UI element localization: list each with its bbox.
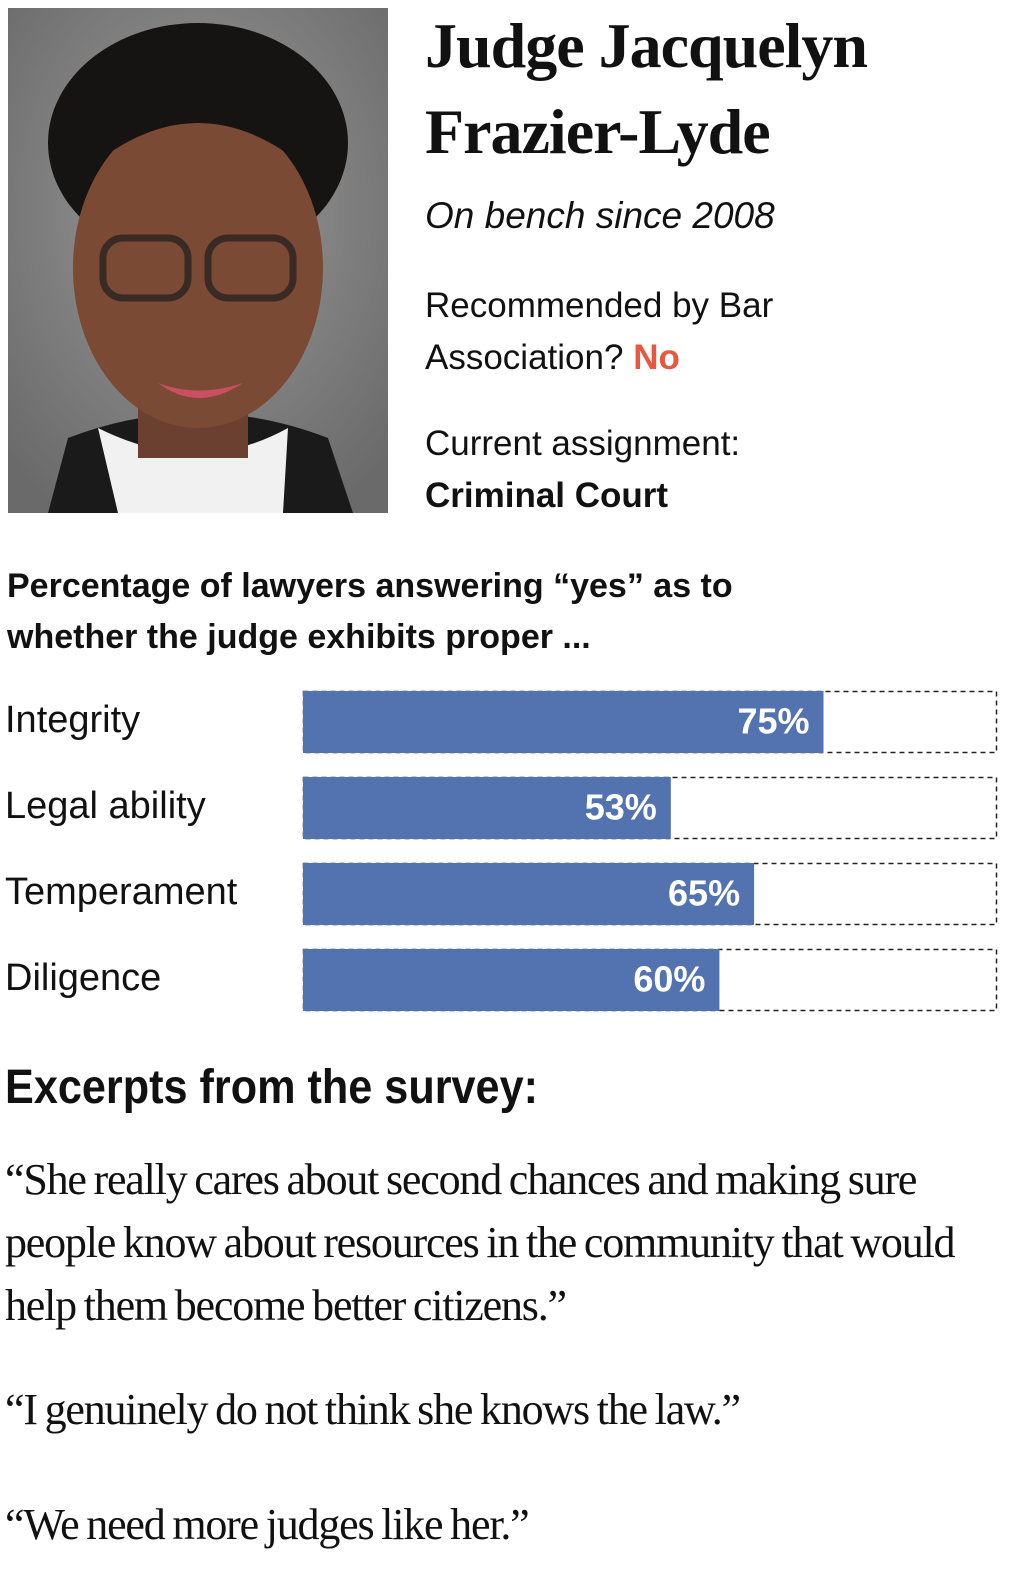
bench-since: On bench since 2008 bbox=[425, 195, 775, 236]
bar bbox=[303, 777, 671, 839]
value-label: 75% bbox=[737, 701, 809, 742]
value-label: 53% bbox=[585, 787, 657, 828]
value-label: 60% bbox=[633, 959, 705, 1000]
value-label: 65% bbox=[668, 873, 740, 914]
recommended-question: Recommended by Bar bbox=[425, 286, 774, 325]
chart-title: Percentage of lawyers answering “yes” as… bbox=[7, 567, 733, 605]
category-label: Integrity bbox=[5, 699, 140, 741]
bar bbox=[303, 949, 720, 1011]
chart: Integrity 75% Legal ability 53% Temperament 6… bbox=[5, 690, 998, 1012]
bar bbox=[303, 691, 824, 753]
name: Frazier-Lyde bbox=[425, 96, 771, 167]
excerpts-heading: Excerpts from the survey: bbox=[5, 1061, 538, 1114]
quote: “She really cares about second chances a… bbox=[5, 1155, 956, 1330]
recommended-question: Association? bbox=[425, 338, 624, 377]
recommended-line: Association? No bbox=[425, 340, 680, 375]
chart-title: whether the judge exhibits proper ... bbox=[7, 618, 591, 656]
assignment-label: Current assignment: bbox=[425, 424, 741, 463]
recommended-answer: No bbox=[633, 338, 680, 377]
bar bbox=[303, 863, 755, 925]
assignment-value: Criminal Court bbox=[425, 476, 669, 515]
quote: “I genuinely do not think she knows the … bbox=[5, 1385, 741, 1434]
category-label: Diligence bbox=[5, 957, 161, 999]
category-label: Legal ability bbox=[5, 785, 206, 827]
category-label: Temperament bbox=[5, 871, 238, 913]
name: Judge Jacquelyn bbox=[425, 10, 868, 81]
quote: “We need more judges like her.” bbox=[5, 1500, 530, 1549]
portrait bbox=[8, 8, 388, 513]
